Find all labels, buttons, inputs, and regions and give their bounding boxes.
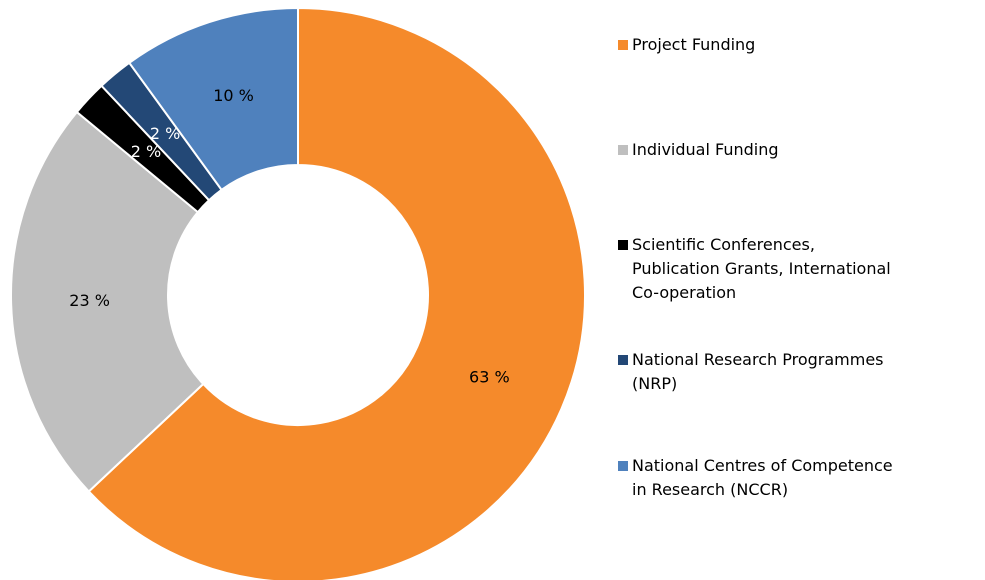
legend-swatch — [618, 145, 628, 155]
legend-swatch — [618, 461, 628, 471]
legend-label: Individual Funding — [632, 140, 779, 159]
legend-item: Project Funding — [618, 33, 755, 57]
chart: 63 % 23 % 2 %2 % 10 % — [10, 6, 586, 580]
data-label: 2 % — [150, 124, 180, 143]
legend-item: National Research Programmes (NRP) — [618, 348, 884, 396]
data-label: 23 % — [69, 291, 110, 310]
legend-swatch — [618, 240, 628, 250]
data-label: 10 % — [213, 86, 254, 105]
legend-item: Scientific Conferences, Publication Gran… — [618, 233, 891, 305]
legend-label: National Research Programmes (NRP) — [632, 350, 884, 393]
legend-label: Project Funding — [632, 35, 756, 54]
legend-label: Scientific Conferences, Publication Gran… — [632, 235, 891, 302]
legend-item: Individual Funding — [618, 138, 779, 162]
donut-slice — [10, 110, 205, 493]
legend-swatch — [618, 355, 628, 365]
data-label: 63 % — [469, 367, 510, 386]
donut-slice — [87, 6, 586, 580]
donut-slice — [127, 6, 299, 192]
data-label: 2 % — [131, 142, 161, 161]
legend-swatch — [618, 40, 628, 50]
legend-item: National Centres of Competence in Resear… — [618, 454, 893, 502]
legend-label: National Centres of Competence in Resear… — [632, 456, 893, 499]
